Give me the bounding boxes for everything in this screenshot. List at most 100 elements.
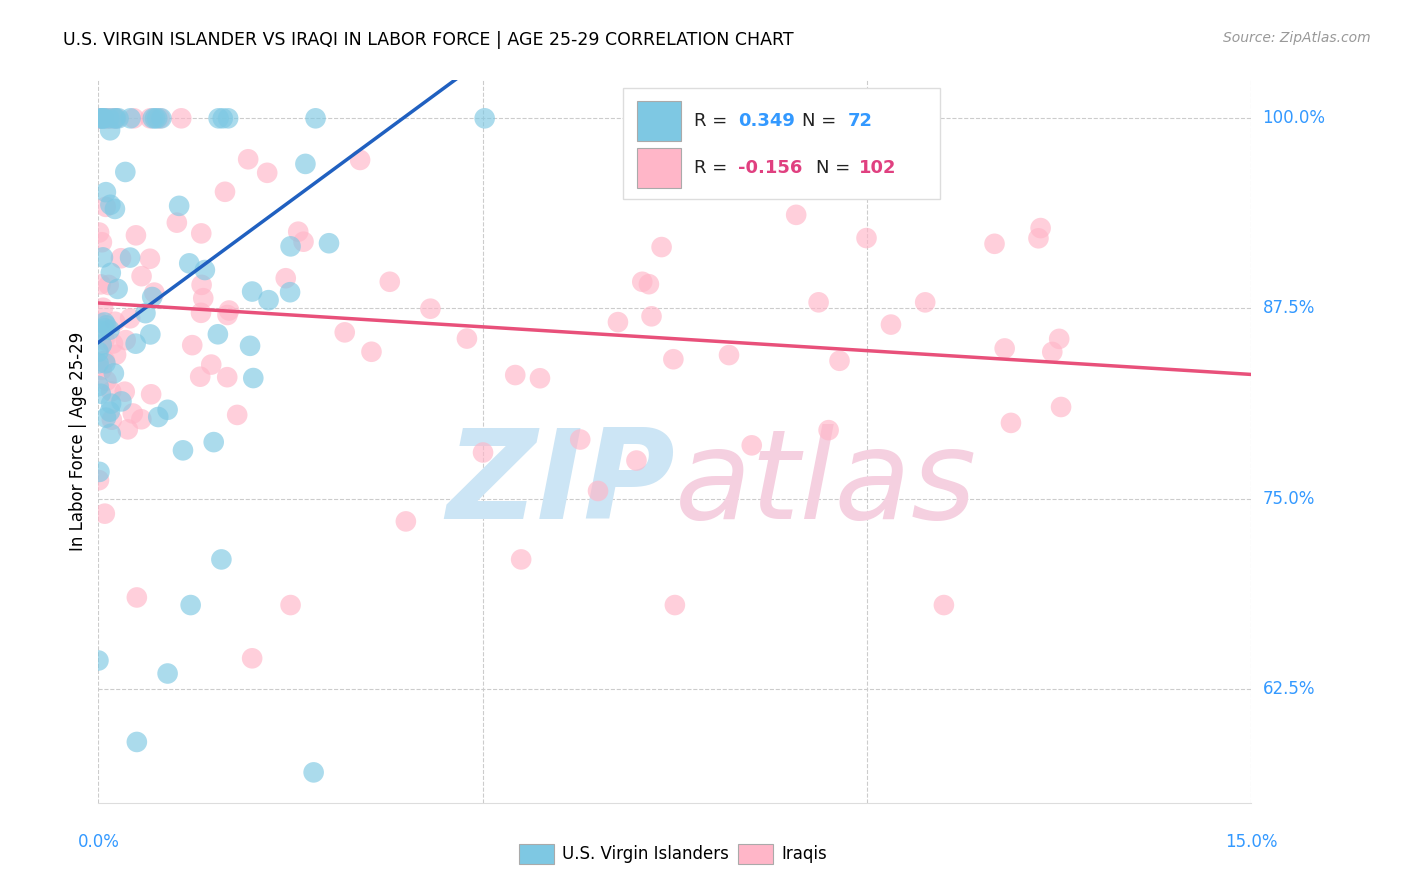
Point xyxy=(718,348,741,362)
Point xyxy=(280,598,302,612)
Point xyxy=(94,353,117,368)
Text: atlas: atlas xyxy=(675,425,977,545)
Text: 87.5%: 87.5% xyxy=(1263,300,1315,318)
Point xyxy=(93,316,115,330)
Point xyxy=(139,327,162,342)
Text: N =: N = xyxy=(815,159,855,178)
Point xyxy=(529,371,551,385)
Point xyxy=(90,277,112,292)
Point xyxy=(139,252,162,266)
Point xyxy=(98,323,121,337)
Point xyxy=(101,413,124,427)
Point xyxy=(104,112,127,126)
Point xyxy=(239,339,262,353)
Point xyxy=(90,324,112,338)
Point xyxy=(1047,332,1070,346)
Point xyxy=(139,387,162,401)
Point xyxy=(828,353,851,368)
Point xyxy=(294,157,316,171)
Point xyxy=(181,338,204,352)
Point xyxy=(166,216,188,230)
Point xyxy=(97,277,120,292)
Point xyxy=(91,112,114,126)
Point xyxy=(456,332,478,346)
Point xyxy=(292,235,315,249)
Point xyxy=(103,367,125,381)
Text: N =: N = xyxy=(801,112,842,130)
Point xyxy=(472,445,495,459)
Text: 0.0%: 0.0% xyxy=(77,833,120,851)
Point xyxy=(662,352,685,367)
Point xyxy=(87,226,110,240)
Point xyxy=(125,591,148,605)
Point xyxy=(194,263,217,277)
Point xyxy=(93,112,115,126)
Point xyxy=(395,515,418,529)
Point xyxy=(120,112,142,126)
Point xyxy=(156,402,179,417)
Point xyxy=(167,199,190,213)
Point xyxy=(1028,231,1050,245)
Point xyxy=(190,227,212,241)
Point xyxy=(1029,221,1052,235)
Point xyxy=(87,356,110,370)
Point xyxy=(98,112,121,126)
FancyBboxPatch shape xyxy=(637,101,681,141)
Point xyxy=(89,316,111,330)
Point xyxy=(378,275,401,289)
FancyBboxPatch shape xyxy=(519,844,554,864)
Point xyxy=(179,256,201,270)
Point xyxy=(90,235,112,250)
FancyBboxPatch shape xyxy=(623,87,941,200)
Point xyxy=(278,285,301,300)
Point xyxy=(333,326,356,340)
Point xyxy=(96,318,118,333)
Text: 72: 72 xyxy=(848,112,873,130)
Point xyxy=(274,271,297,285)
Point xyxy=(90,363,112,377)
Point xyxy=(741,438,763,452)
Point xyxy=(202,435,225,450)
Point xyxy=(360,344,382,359)
Point xyxy=(96,112,118,126)
Point xyxy=(141,290,163,304)
Point xyxy=(880,318,903,332)
Point xyxy=(503,368,526,382)
Point xyxy=(180,598,202,612)
Point xyxy=(131,412,153,426)
Text: 0.349: 0.349 xyxy=(738,112,796,130)
Text: 75.0%: 75.0% xyxy=(1263,490,1315,508)
Point xyxy=(318,236,340,251)
FancyBboxPatch shape xyxy=(738,844,773,864)
Point xyxy=(209,552,232,566)
Point xyxy=(90,112,112,126)
Point xyxy=(121,407,143,421)
Point xyxy=(994,342,1017,356)
Point xyxy=(114,165,136,179)
Point xyxy=(100,384,122,399)
Point xyxy=(94,507,117,521)
Text: 62.5%: 62.5% xyxy=(1263,680,1315,698)
Point xyxy=(87,112,110,126)
Point xyxy=(114,333,136,347)
Point xyxy=(91,251,114,265)
Point xyxy=(217,370,239,384)
Point xyxy=(214,185,236,199)
Point xyxy=(87,112,110,126)
Point xyxy=(217,308,239,322)
Point xyxy=(146,112,169,126)
Point xyxy=(474,112,496,126)
Point xyxy=(190,277,212,292)
Point xyxy=(89,465,111,479)
Point xyxy=(125,735,148,749)
Point xyxy=(640,310,662,324)
Point xyxy=(238,153,260,167)
Point xyxy=(240,285,263,299)
Point xyxy=(87,344,110,359)
FancyBboxPatch shape xyxy=(637,148,681,188)
Point xyxy=(125,228,148,243)
Point xyxy=(807,295,830,310)
Point xyxy=(172,443,194,458)
Point xyxy=(855,231,877,245)
Point xyxy=(150,112,173,126)
